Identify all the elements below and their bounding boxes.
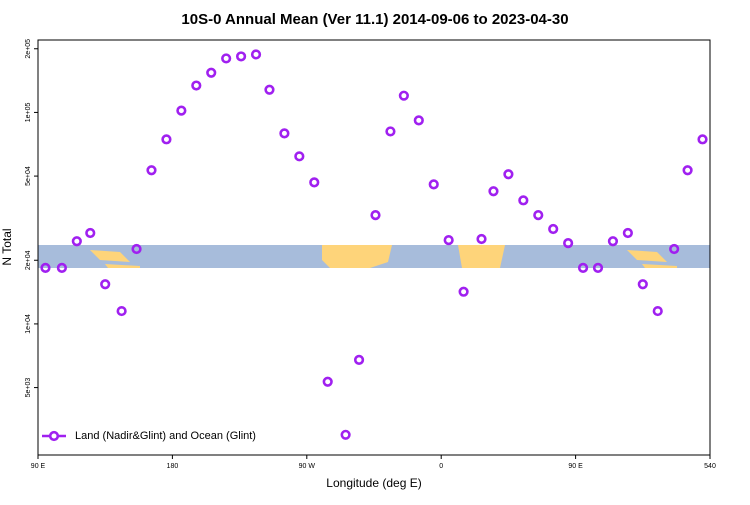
y-tick-label: 5e+04 — [25, 166, 32, 186]
data-point — [131, 243, 142, 255]
data-point — [161, 134, 172, 145]
legend-marker — [48, 430, 60, 442]
data-point — [353, 354, 365, 365]
data-point — [206, 67, 217, 78]
data-point — [221, 53, 232, 64]
data-point — [264, 84, 275, 95]
data-point — [443, 235, 454, 246]
data-point — [458, 286, 469, 297]
data-point — [322, 376, 333, 387]
data-point — [413, 115, 424, 126]
data-point — [652, 305, 663, 317]
data-point — [563, 238, 574, 249]
data-point — [235, 51, 247, 62]
y-tick-label: 1e+04 — [25, 314, 32, 334]
data-point — [548, 223, 559, 235]
data-point — [85, 227, 96, 239]
y-tick-label: 2e+05 — [25, 39, 32, 59]
chart-title: 10S-0 Annual Mean (Ver 11.1) 2014-09-06 … — [181, 11, 568, 28]
data-point — [398, 90, 409, 101]
data-point — [488, 186, 499, 197]
data-point — [533, 209, 544, 221]
data-point — [250, 49, 262, 60]
data-point — [279, 128, 290, 139]
data-point — [697, 134, 708, 145]
x-tick-label: 90 E — [31, 463, 46, 470]
data-point — [340, 429, 351, 440]
data-point — [592, 262, 604, 274]
plot-frame — [37, 39, 711, 456]
data-point — [176, 105, 187, 116]
data-point — [309, 177, 320, 188]
x-tick-label: 0 — [439, 463, 443, 470]
y-tick-label: 1e+05 — [25, 102, 32, 122]
data-point — [607, 236, 619, 247]
legend-label: Land (Nadir&Glint) and Ocean (Glint) — [75, 430, 256, 442]
data-point — [71, 236, 82, 247]
data-point — [191, 80, 202, 91]
data-point — [622, 227, 633, 239]
data-point — [100, 279, 111, 290]
x-tick-label: 90 W — [299, 463, 316, 470]
x-axis-label: Longitude (deg E) — [326, 476, 421, 490]
x-tick-label: 90 E — [568, 463, 583, 470]
data-point — [146, 165, 157, 176]
x-tick-label: 540 — [704, 463, 716, 470]
data-point — [518, 195, 529, 206]
data-point — [637, 279, 648, 290]
data-point — [116, 305, 127, 317]
data-point — [370, 209, 381, 221]
data-point — [385, 126, 396, 137]
land-shapes — [90, 245, 677, 268]
y-tick-label: 5e+03 — [25, 378, 32, 398]
y-tick-label: 2e+04 — [25, 250, 32, 270]
data-point — [577, 262, 589, 274]
data-point — [294, 151, 305, 162]
data-point — [428, 179, 439, 190]
data-point — [476, 233, 487, 245]
data-point — [682, 165, 693, 176]
data-point — [503, 169, 514, 180]
x-tick-label: 180 — [167, 463, 179, 470]
data-point — [40, 262, 51, 274]
y-axis-label: N Total — [0, 228, 14, 265]
data-point — [669, 243, 680, 255]
data-point — [56, 262, 67, 274]
